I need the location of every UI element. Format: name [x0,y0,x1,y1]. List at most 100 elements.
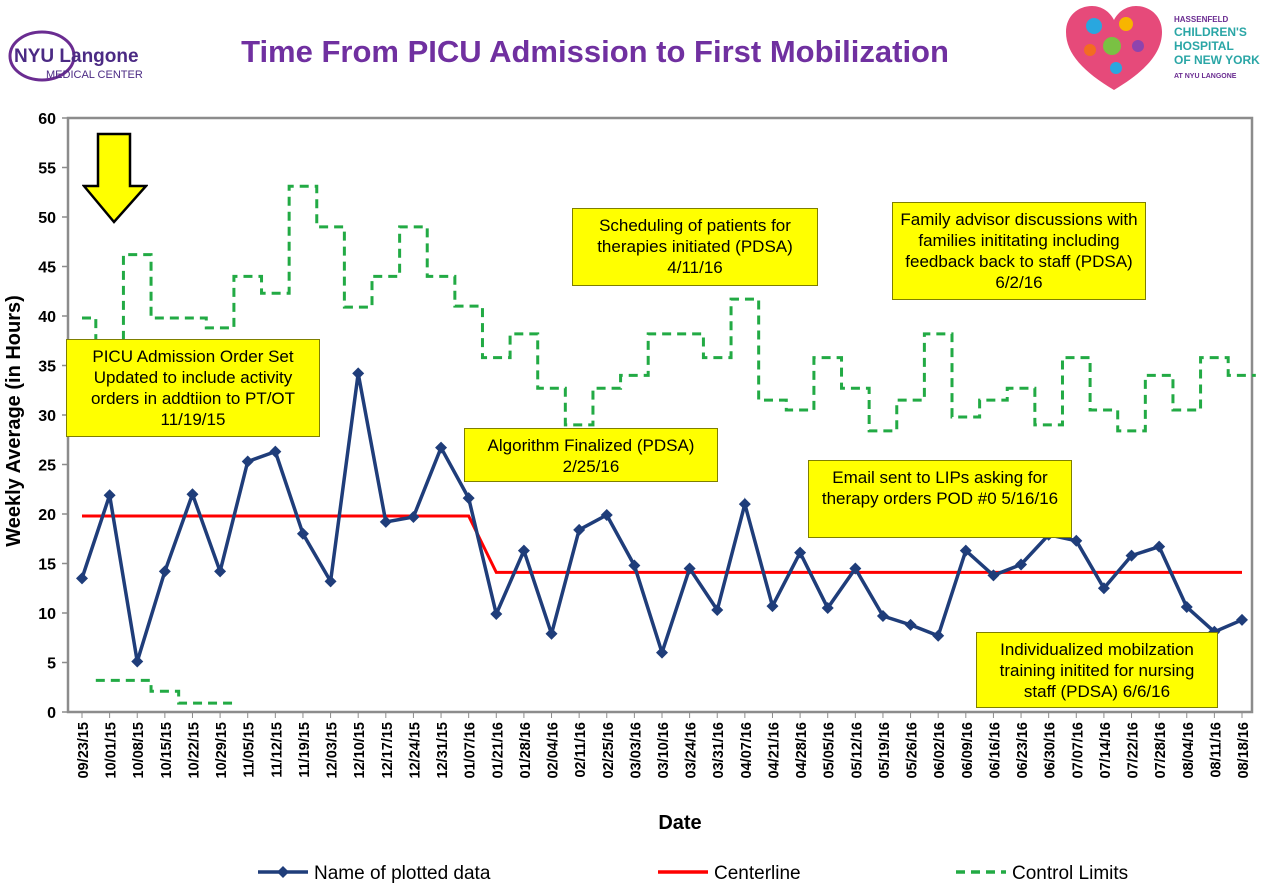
x-tick-label: 12/17/15 [380,722,396,778]
legend-marker [277,866,289,878]
x-tick-label: 05/05/16 [822,722,838,778]
data-point [103,489,116,502]
page-title: Time From PICU Admission to First Mobili… [241,34,949,69]
x-tick-label: 05/26/16 [905,722,921,778]
x-tick-label: 02/11/16 [573,722,589,778]
logo-right-line5: AT NYU LANGONE [1174,73,1237,80]
data-point [904,618,917,631]
data-point [876,609,889,622]
data-point [462,492,475,505]
control-limit-upper-line [82,184,1256,433]
x-tick-label: 08/11/16 [1208,722,1224,778]
x-tick-label: 11/05/15 [242,722,258,778]
logo-left-line2: MEDICAL CENTER [46,69,143,81]
x-tick-label: 03/24/16 [684,722,700,778]
data-point [821,602,834,615]
x-axis-title: Date [658,812,701,834]
legend-label: Centerline [714,863,801,884]
data-point [1153,540,1166,553]
x-tick-label: 05/19/16 [877,722,893,778]
down-arrow-icon [82,132,148,224]
y-tick-label: 55 [38,161,56,178]
data-point [76,572,88,585]
data-point [573,523,586,536]
data-point [683,562,696,575]
x-tick-label: 12/31/15 [435,722,451,778]
legend-label: Name of plotted data [314,863,491,884]
y-tick-label: 20 [38,507,56,524]
data-point [600,508,613,521]
x-tick-label: 06/16/16 [987,722,1003,778]
data-point [131,655,144,668]
x-tick-label: 02/25/16 [601,722,617,778]
x-tick-label: 06/23/16 [1015,722,1031,778]
x-tick-label: 08/18/16 [1236,722,1252,778]
data-point [987,569,1000,582]
x-tick-label: 06/09/16 [960,722,976,778]
data-point [435,441,448,454]
data-point [352,367,365,380]
logo-right-line4: OF NEW YORK [1174,53,1260,67]
y-tick-label: 50 [38,210,56,227]
nyu-langone-logo: NYU Langone MEDICAL CENTER [8,30,143,82]
x-tick-label: 03/10/16 [656,722,672,778]
data-point [1070,534,1083,547]
data-point [214,565,227,578]
data-point [490,607,503,620]
data-point [1125,549,1138,562]
data-point [628,559,641,572]
x-tick-label: 10/01/15 [104,722,120,778]
x-tick-label: 07/22/16 [1126,722,1142,778]
x-tick-label: 06/30/16 [1043,722,1059,778]
x-tick-label: 10/29/15 [214,722,230,778]
y-tick-label: 35 [38,359,56,376]
x-tick-label: 04/21/16 [766,722,782,778]
x-tick-label: 04/28/16 [794,722,810,778]
x-tick-label: 12/03/15 [325,722,341,778]
x-tick-label: 01/07/16 [463,722,479,778]
data-point [932,629,945,642]
y-tick-label: 15 [38,557,56,574]
data-point [407,510,420,523]
y-tick-label: 5 [47,656,56,673]
data-point [241,455,254,468]
x-tick-label: 12/24/15 [407,722,423,778]
x-tick-label: 03/31/16 [711,722,727,778]
data-point [545,627,558,640]
control-limit-lower-line [95,678,234,705]
y-tick-label: 45 [38,260,56,277]
annotation-family-advisor: Family advisor discussions with families… [892,202,1146,300]
x-tick-label: 06/02/16 [932,722,948,778]
data-point [1236,613,1248,626]
y-tick-label: 10 [38,606,56,623]
data-point [794,546,807,559]
x-tick-label: 08/04/16 [1181,722,1197,778]
data-point [1015,558,1028,571]
data-point [738,498,751,511]
x-tick-label: 07/14/16 [1098,722,1114,778]
y-tick-label: 40 [38,309,56,326]
x-tick-label: 10/08/15 [131,722,147,778]
x-tick-label: 07/28/16 [1153,722,1169,778]
centerline [82,514,1242,574]
data-point [849,562,862,575]
hassenfeld-logo: HASSENFELD CHILDREN'S HOSPITAL OF NEW YO… [1066,6,1260,90]
x-tick-label: 04/07/16 [739,722,755,778]
y-tick-label: 60 [38,111,56,128]
x-tick-label: 11/19/15 [297,722,313,778]
data-point [517,544,530,557]
annotation-order-set: PICU Admission Order Set Updated to incl… [66,339,320,437]
y-tick-label: 25 [38,458,56,475]
x-tick-label: 11/12/15 [269,722,285,778]
logo-right-line2: CHILDREN'S [1174,25,1247,39]
data-point [1097,582,1110,595]
logo-right-line3: HOSPITAL [1174,39,1234,53]
x-tick-label: 01/28/16 [518,722,534,778]
data-point [324,575,337,588]
logo-right-line1: HASSENFELD [1174,15,1228,24]
data-point [711,604,724,617]
annotation-algorithm: Algorithm Finalized (PDSA) 2/25/16 [464,428,718,482]
x-tick-label: 02/04/16 [546,722,562,778]
